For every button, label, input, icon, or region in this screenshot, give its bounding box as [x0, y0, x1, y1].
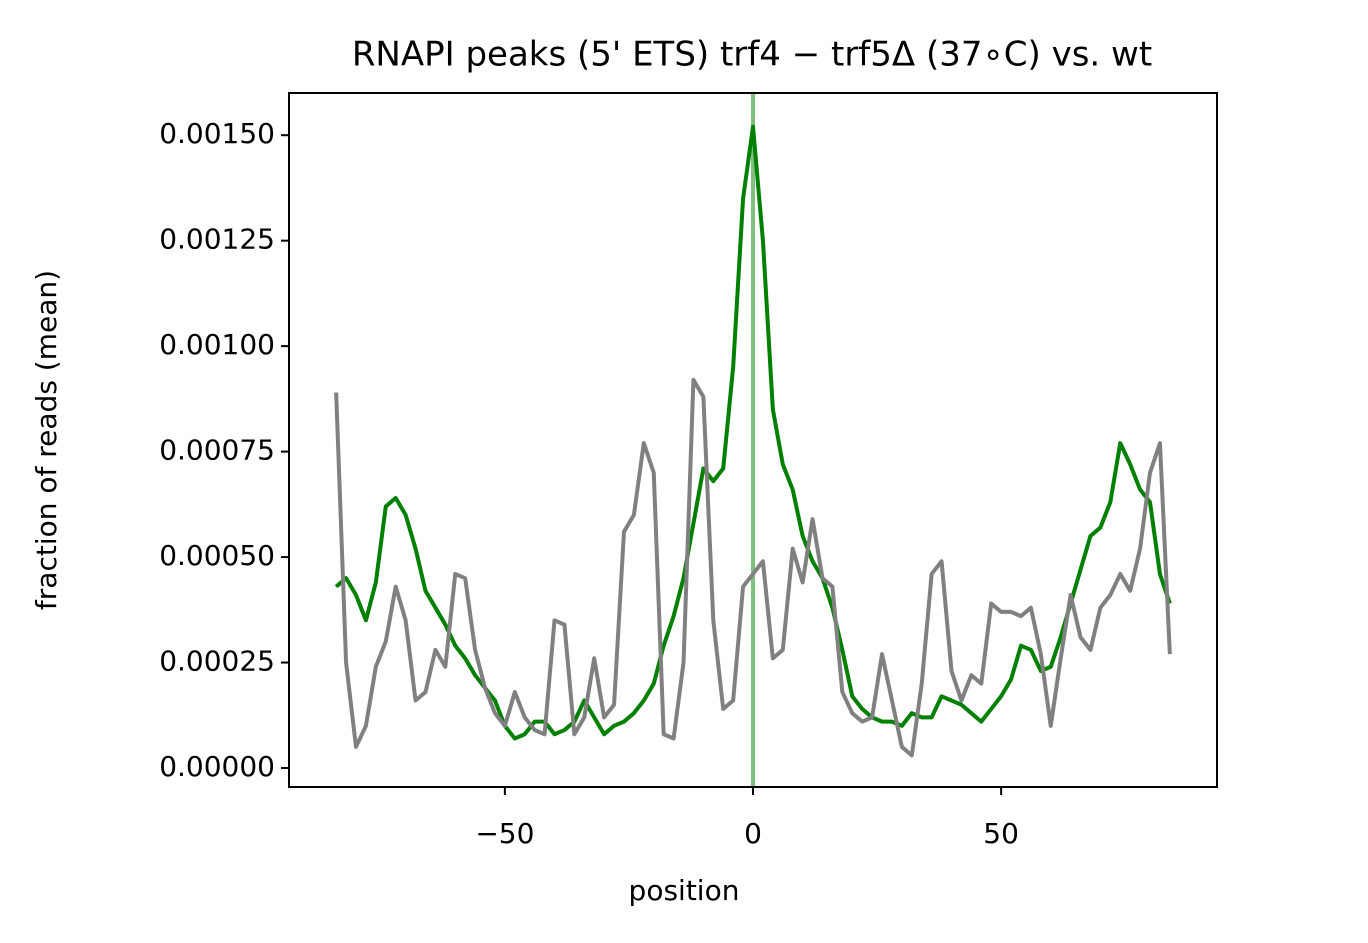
data-line [334, 377, 1172, 758]
x-tick-label: −50 [475, 817, 534, 850]
x-tick-label: 0 [744, 817, 762, 850]
y-tick-label: 0.00125 [159, 223, 275, 256]
chart-title: RNAPI peaks (5' ETS) trf4 − trf5Δ (37∘C)… [352, 35, 1152, 75]
y-tick-label: 0.00150 [159, 117, 275, 150]
x-axis-label: position [629, 874, 740, 907]
y-axis-label: fraction of reads (mean) [30, 270, 63, 610]
x-tick-label: 50 [983, 817, 1019, 850]
y-tick-label: 0.00025 [159, 645, 275, 678]
y-tick-label: 0.00100 [159, 328, 275, 361]
data-line [334, 124, 1172, 741]
plot-frame [288, 92, 1218, 788]
y-tick-label: 0.00075 [159, 434, 275, 467]
y-tick-label: 0.00000 [159, 750, 275, 783]
y-tick-label: 0.00050 [159, 539, 275, 572]
